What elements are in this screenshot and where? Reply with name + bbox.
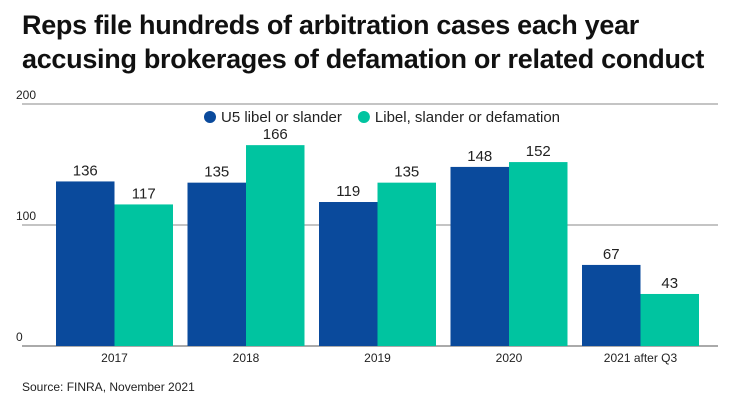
bar	[509, 162, 568, 346]
data-label: 152	[526, 143, 551, 160]
data-label: 43	[661, 275, 678, 292]
x-tick-label: 2021 after Q3	[604, 351, 678, 365]
x-tick-label: 2019	[364, 351, 391, 365]
y-tick-label: 200	[16, 88, 36, 102]
title-line-1: Reps file hundreds of arbitration cases …	[22, 10, 640, 40]
x-tick-label: 2020	[496, 351, 523, 365]
data-label: 117	[132, 185, 156, 202]
data-label: 119	[336, 183, 360, 200]
bar	[114, 204, 173, 346]
title-line-2: accusing brokerages of defamation or rel…	[22, 44, 705, 74]
bar	[582, 264, 641, 346]
data-label: 135	[204, 164, 229, 181]
data-label: 135	[394, 164, 419, 181]
data-label: 166	[263, 126, 288, 143]
legend-label: Libel, slander or defamation	[375, 109, 560, 126]
y-tick-label: 0	[16, 330, 23, 344]
bar	[640, 293, 699, 346]
legend-marker	[357, 111, 370, 123]
source-note: Source: FINRA, November 2021	[22, 380, 195, 394]
bar	[246, 145, 305, 346]
data-label: 67	[603, 246, 620, 263]
y-tick-label: 100	[16, 209, 36, 223]
data-label: 148	[467, 148, 492, 165]
data-label: 136	[73, 162, 98, 179]
bar	[377, 182, 436, 346]
bar	[56, 181, 115, 346]
bar	[319, 202, 378, 346]
chart-title: Reps file hundreds of arbitration cases …	[22, 8, 732, 76]
bar	[187, 182, 246, 346]
bar	[450, 166, 509, 346]
x-tick-label: 2018	[233, 351, 260, 365]
x-tick-label: 2017	[101, 351, 128, 365]
legend-label: U5 libel or slander	[221, 109, 342, 126]
legend-marker	[204, 111, 216, 123]
